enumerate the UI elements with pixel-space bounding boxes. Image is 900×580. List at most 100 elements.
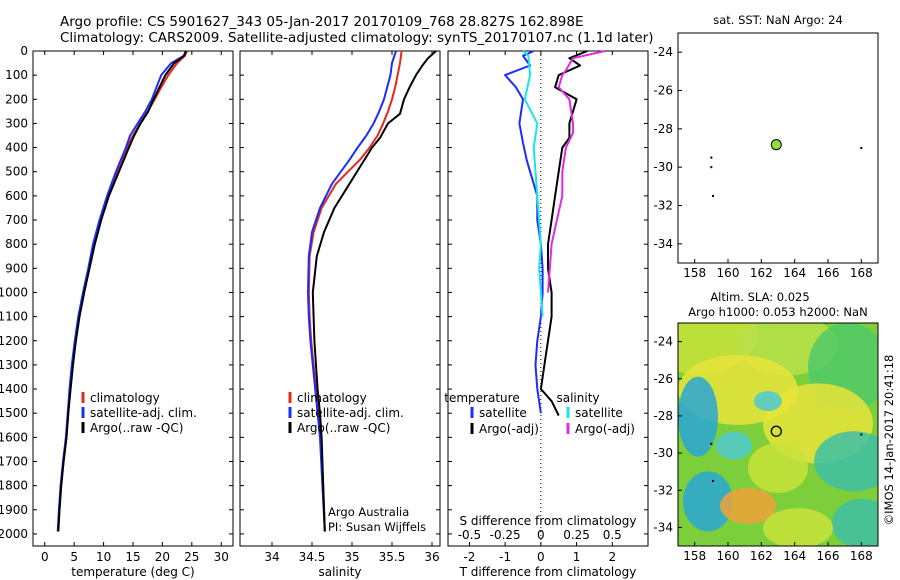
sla-blob — [748, 442, 808, 493]
legend-label: satellite — [575, 406, 623, 420]
legend-group-label: temperature — [444, 391, 519, 405]
sla-blob — [678, 376, 718, 457]
map-title: sat. SST: NaN Argo: 24 — [713, 13, 843, 27]
map-frame — [677, 32, 879, 264]
nearby-profile-dot — [712, 479, 714, 482]
x-tick-label: 162 — [750, 549, 773, 563]
series-line-temperature-argo-adj- — [539, 50, 588, 417]
depth-tick-label: 200 — [5, 92, 28, 106]
x-tick-label: 5 — [70, 550, 78, 564]
depth-tick-label: 900 — [5, 261, 28, 275]
series-line-satellite-adj-clim- — [56, 50, 187, 532]
series-line-climatology — [57, 50, 189, 532]
x-tick-label: 25 — [184, 550, 199, 564]
sla-blob — [754, 391, 782, 412]
legend-label: satellite-adj. clim. — [90, 406, 197, 420]
x-tick-label: -1 — [499, 550, 511, 564]
nearby-profile-dot — [860, 147, 863, 149]
profile-location-marker — [770, 425, 782, 437]
nearby-profile-dot — [860, 433, 863, 436]
depth-tick-label: 600 — [5, 189, 28, 203]
y-tick-label: -24 — [653, 335, 673, 349]
panel-sst_map: 158 160 162 164 166 168 -34 -32 -30 -28 -26 -24 sat.… — [653, 13, 879, 280]
sla-blob — [763, 508, 833, 546]
x-tick-label: 166 — [817, 549, 840, 563]
depth-tick-label: 100 — [5, 68, 28, 82]
series-line-satellite-adj-clim- — [307, 50, 397, 532]
panel-sla_map: 158 160 162 164 166 168 -34 -32 -30 -28 -26 -24 Alti… — [653, 290, 879, 563]
x-tick-label: 15 — [125, 550, 140, 564]
depth-tick-label: 300 — [5, 116, 28, 130]
header-line-2: Climatology: CARS2009. Satellite-adjuste… — [60, 30, 653, 46]
annotation-line: PI: Susan Wijffels — [328, 520, 426, 534]
y-tick-label: -34 — [653, 520, 673, 534]
legend-label: climatology — [297, 391, 367, 405]
x-tick-label: 160 — [717, 266, 740, 280]
x-tick-label: 20 — [155, 550, 170, 564]
sla-blob — [683, 471, 733, 532]
y-tick-label: -24 — [653, 45, 673, 59]
s-tick-label: 0 — [537, 528, 545, 542]
depth-tick-label: 0 — [20, 44, 28, 58]
series-line-argo-raw-qc- — [311, 50, 437, 532]
annotation-line: Argo Australia — [328, 505, 409, 519]
figure-header: Argo profile: CS 5901627_343 05-Jan-2017… — [60, 14, 653, 46]
series-line-salinity-satellite — [522, 50, 544, 317]
x-tick-label: 164 — [783, 266, 806, 280]
x-tick-label: 164 — [783, 549, 806, 563]
x-tick-label: 168 — [850, 266, 873, 280]
depth-tick-label: 1400 — [0, 382, 28, 396]
y-tick-label: -30 — [653, 446, 673, 460]
legend-label: Argo(-adj) — [575, 422, 635, 436]
y-tick-label: -34 — [653, 237, 673, 251]
x-tick-label: 36 — [424, 550, 439, 564]
s-tick-label: 0.25 — [563, 528, 590, 542]
map-subtitle: Argo h1000: 0.053 h2000: NaN — [688, 305, 867, 319]
depth-tick-label: 800 — [5, 237, 28, 251]
y-tick-label: -26 — [653, 84, 673, 98]
y-tick-label: -32 — [653, 483, 673, 497]
sla-field — [678, 323, 878, 546]
sla-blob — [716, 431, 752, 460]
depth-tick-label: 2000 — [0, 527, 28, 541]
depth-tick-label: 1600 — [0, 430, 28, 444]
series-line-argo-raw-qc- — [57, 50, 187, 532]
s-tick-label: 0.5 — [603, 528, 622, 542]
x-tick-label: 158 — [683, 549, 706, 563]
y-tick-label: -30 — [653, 160, 673, 174]
series-line-salinity-argo-adj- — [547, 50, 606, 293]
depth-tick-label: 1300 — [0, 358, 28, 372]
panel-salinity: 34 34.5 35 35.5 36 salinity climatologysatelli… — [239, 50, 441, 579]
legend-label: satellite — [479, 406, 527, 420]
x-tick-label: -2 — [463, 550, 475, 564]
copyright-timestamp: ©IMOS 14-Jan-2017 20:41:18 — [882, 355, 896, 526]
depth-tick-label: 1100 — [0, 310, 28, 324]
nearby-profile-dot — [710, 166, 713, 169]
s-tick-label: -0.25 — [490, 528, 521, 542]
panel-frame — [239, 50, 441, 547]
y-tick-label: -28 — [653, 409, 673, 423]
x-axis-label: T difference from climatology — [459, 565, 637, 579]
x-axis-label: temperature (deg C) — [71, 565, 194, 579]
x-tick-label: 35 — [344, 550, 359, 564]
x-tick-label: 168 — [850, 549, 873, 563]
legend-label: climatology — [90, 391, 160, 405]
x-tick-label: 162 — [750, 266, 773, 280]
legend-label: Argo(-adj) — [479, 422, 539, 436]
depth-tick-label: 1500 — [0, 406, 28, 420]
depth-tick-label: 400 — [5, 141, 28, 155]
depth-tick-label: 1900 — [0, 503, 28, 517]
depth-tick-label: 1000 — [0, 285, 28, 299]
map-frame — [677, 322, 879, 547]
panel-temperature: 0100200300400500600700800900100011001200… — [0, 44, 234, 579]
legend-label: Argo(..raw -QC) — [90, 421, 183, 435]
legend-label: satellite-adj. clim. — [297, 406, 404, 420]
panel-difference: -2 -1 0 1 2T difference from climatology -0.5… — [444, 50, 649, 579]
x-tick-label: 10 — [96, 550, 111, 564]
header-line-1: Argo profile: CS 5901627_343 05-Jan-2017… — [60, 14, 583, 30]
sla-blob — [720, 487, 776, 524]
depth-tick-label: 700 — [5, 213, 28, 227]
panel-frame — [447, 50, 649, 547]
x-tick-label: 1 — [573, 550, 581, 564]
